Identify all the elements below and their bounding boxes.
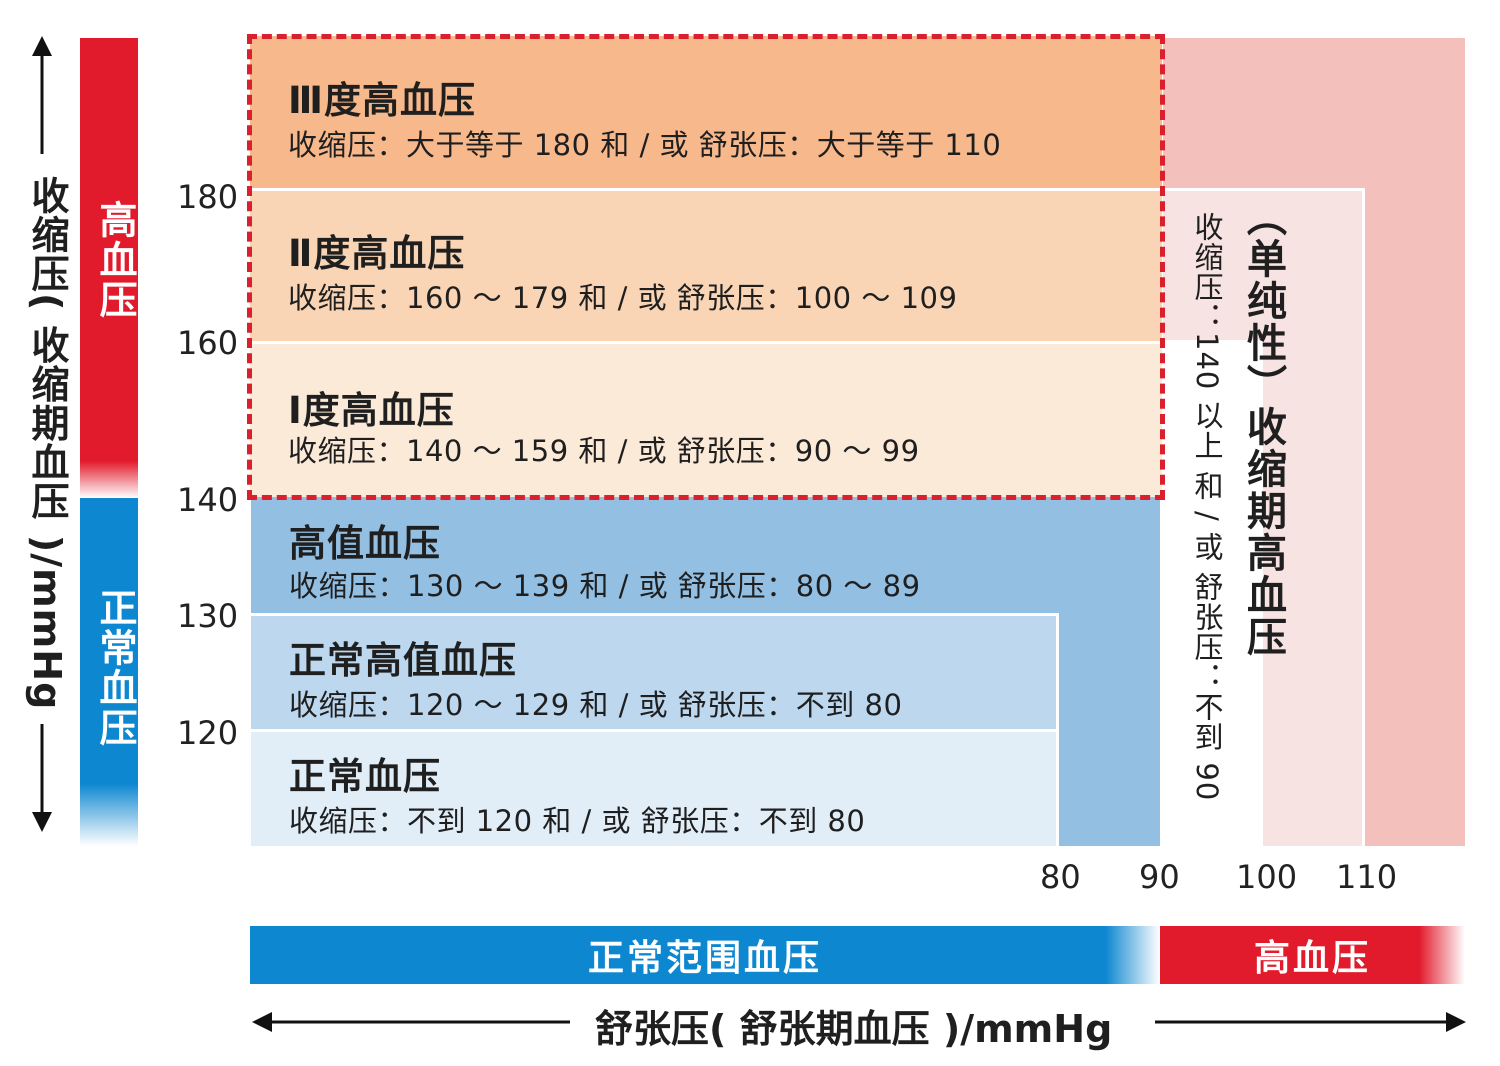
band-criteria: 收缩压：大于等于 180 和 / 或 舒张压：大于等于 110 [288,128,1002,162]
x-tick: 80 [1040,858,1081,896]
x-tick: 100 [1236,858,1298,896]
band-criteria: 收缩压：130 ～ 139 和 / 或 舒张压：80 ～ 89 [289,569,921,603]
isolated-hypertension-strip [1163,340,1263,846]
isolated-criteria: 收缩压：140 以上 和 / 或 舒张压：不到 90 [1190,212,1224,802]
y-group-hypertension [80,38,138,498]
band-grade-1: Ⅰ度高血压 收缩压：140 ～ 159 和 / 或 舒张压：90 ～ 99 [250,341,1162,497]
band-title: 正常高值血压 [289,639,517,682]
x-group-normal-label: 正常范围血压 [587,938,822,979]
x-group-normal: 正常范围血压 [250,926,1160,984]
band-criteria: 收缩压：160 ～ 179 和 / 或 舒张压：100 ～ 109 [288,281,958,315]
band-normal: 正常血压 收缩压：不到 120 和 / 或 舒张压：不到 80 [251,729,1059,846]
x-axis-arrow [252,1012,1466,1032]
band-title: Ⅲ度高血压 [288,79,476,122]
band-title: Ⅰ度高血压 [288,389,455,432]
y-group-normal [80,498,138,846]
x-group-hypertension: 高血压 [1160,926,1465,984]
isolated-title: （单纯性）收缩期高血压 [1240,196,1286,658]
band-criteria: 收缩压：140 ～ 159 和 / 或 舒张压：90 ～ 99 [288,434,920,468]
y-tick: 180 [177,178,239,216]
x-tick: 90 [1139,858,1180,896]
band-title: 正常血压 [289,755,441,798]
band-grade-2: Ⅱ度高血压 收缩压：160 ～ 179 和 / 或 舒张压：100 ～ 109 [250,188,1162,341]
band-criteria: 收缩压：不到 120 和 / 或 舒张压：不到 80 [289,804,866,838]
y-tick: 130 [177,597,239,635]
x-tick: 110 [1336,858,1398,896]
band-grade-3: Ⅲ度高血压 收缩压：大于等于 180 和 / 或 舒张压：大于等于 110 [250,36,1162,188]
x-group-hypertension-label: 高血压 [1253,938,1371,979]
hypertension-dashed-outline [247,34,1165,500]
y-axis-arrow [32,36,52,832]
band-title: Ⅱ度高血压 [288,232,466,275]
x-axis-label: 舒张压( 舒张期血压 )/mmHg [595,1007,1113,1051]
y-tick: 160 [177,324,239,362]
band-normal-high: 正常高值血压 收缩压：120 ～ 129 和 / 或 舒张压：不到 80 [251,613,1059,729]
y-tick: 140 [177,481,239,519]
band-criteria: 收缩压：120 ～ 129 和 / 或 舒张压：不到 80 [289,688,903,722]
y-group-normal-label: 正常血压 [93,588,137,748]
y-tick: 120 [177,714,239,752]
y-group-hypertension-label: 高血压 [93,200,137,320]
band-title: 高值血压 [289,522,441,565]
y-axis-label: 收缩压( 收缩期血压 )/mmHg [25,176,69,711]
